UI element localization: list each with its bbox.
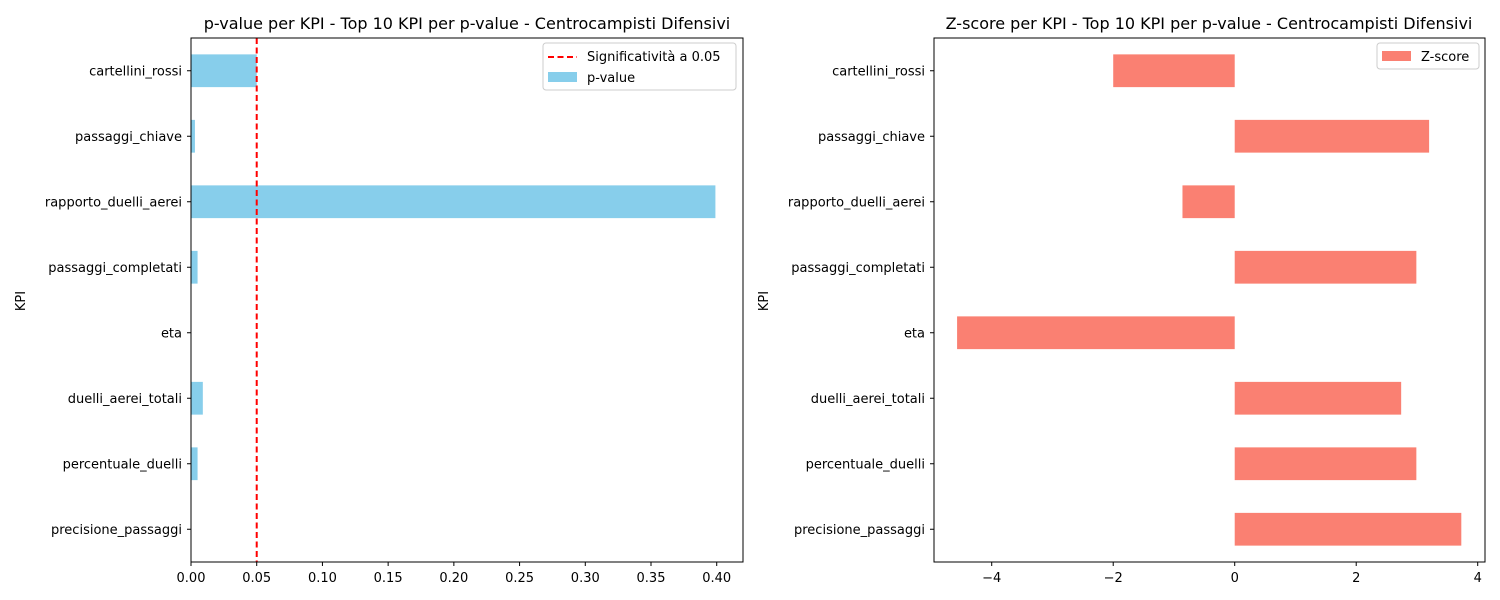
x-tick-label: 0.35 [637, 571, 666, 586]
legend-box [1376, 42, 1480, 70]
chart-title: p-value per KPI - Top 10 KPI per p-value… [204, 14, 731, 33]
plot-frame [933, 37, 1486, 563]
bar-precisione_passaggi [1234, 512, 1462, 546]
legend: Significatività a 0.05 p-value [542, 42, 737, 91]
y-tick-label: eta [161, 326, 182, 341]
bar-passaggi_chiave [1234, 119, 1430, 153]
bar-passaggi_completati [191, 250, 198, 284]
bar-percentuale_duelli [1234, 447, 1417, 481]
x-tick-label: −4 [982, 571, 1001, 586]
legend-item-z-score: Z-score [1421, 50, 1469, 65]
y-tick-label: duelli_aerei_totali [811, 392, 925, 407]
plot-frame [190, 37, 744, 563]
x-tick-label: 0.25 [505, 571, 534, 586]
x-tick-label: 0.05 [242, 571, 271, 586]
y-axis-label: KPI [14, 291, 29, 311]
bar-passaggi_completati [1234, 250, 1417, 284]
legend-box [542, 42, 737, 91]
y-tick-label: cartellini_rossi [832, 64, 925, 79]
x-tick-label: −2 [1104, 571, 1123, 586]
y-tick-label: cartellini_rossi [89, 64, 182, 79]
y-tick-label: passaggi_chiave [818, 130, 925, 145]
bar-eta [957, 316, 1235, 350]
x-tick-label: 0.15 [374, 571, 403, 586]
x-tick-label: 0.20 [439, 571, 468, 586]
bar-cartellini_rossi [191, 54, 257, 88]
y-tick-label: rapporto_duelli_aerei [45, 195, 182, 210]
bar-cartellini_rossi [1113, 54, 1235, 88]
legend: Z-score [1376, 42, 1480, 70]
y-tick-label: duelli_aerei_totali [68, 392, 182, 407]
legend-bar-swatch [1382, 51, 1411, 61]
x-tick-label: 4 [1474, 571, 1482, 586]
x-tick-label: 0.40 [702, 571, 731, 586]
y-tick-label: precisione_passaggi [51, 523, 182, 538]
y-tick-label: passaggi_completati [791, 261, 925, 276]
y-tick-label: percentuale_duelli [806, 457, 925, 472]
y-tick-label: rapporto_duelli_aerei [788, 195, 925, 210]
bar-passaggi_chiave [191, 119, 195, 153]
x-tick-label: 0.30 [571, 571, 600, 586]
bar-rapporto_duelli_aerei [191, 185, 716, 219]
x-tick-label: 0 [1231, 571, 1239, 586]
z-score-chart: Z-score per KPI - Top 10 KPI per p-value… [757, 14, 1486, 586]
x-tick-label: 2 [1352, 571, 1360, 586]
x-tick-label: 0.10 [308, 571, 337, 586]
y-tick-label: passaggi_completati [48, 261, 182, 276]
legend-bar-swatch [548, 72, 577, 82]
y-axis-label: KPI [757, 291, 772, 311]
p-value-chart: p-value per KPI - Top 10 KPI per p-value… [14, 14, 744, 586]
chart-title: Z-score per KPI - Top 10 KPI per p-value… [946, 14, 1473, 33]
y-tick-label: eta [904, 326, 925, 341]
x-tick-label: 0.00 [177, 571, 206, 586]
bar-rapporto_duelli_aerei [1182, 185, 1235, 219]
y-tick-label: percentuale_duelli [63, 457, 182, 472]
legend-item-p-value: p-value [587, 71, 635, 86]
bar-percentuale_duelli [191, 447, 198, 481]
y-tick-label: precisione_passaggi [794, 523, 925, 538]
legend-item-reference: Significatività a 0.05 [587, 50, 721, 65]
y-tick-label: passaggi_chiave [75, 130, 182, 145]
bar-duelli_aerei_totali [191, 381, 203, 415]
bar-duelli_aerei_totali [1234, 381, 1402, 415]
